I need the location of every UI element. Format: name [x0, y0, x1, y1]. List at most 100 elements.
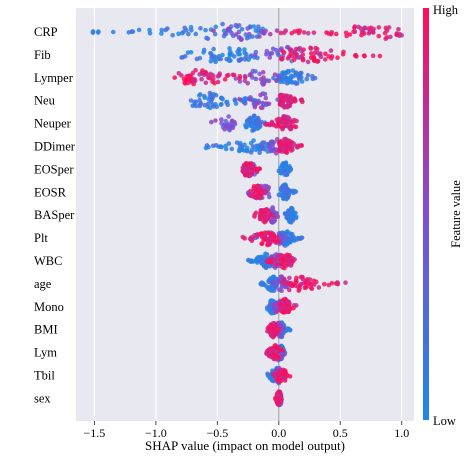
shap-point: [277, 169, 282, 174]
shap-point: [280, 100, 286, 106]
shap-point: [241, 165, 247, 170]
shap-point: [273, 352, 278, 358]
shap-point: [352, 24, 358, 29]
shap-point: [272, 328, 278, 334]
shap-point: [182, 25, 188, 31]
shap-point: [289, 73, 294, 79]
shap-point: [281, 262, 287, 267]
shap-point: [242, 101, 248, 106]
shap-point: [305, 59, 311, 65]
shap-point: [213, 92, 219, 98]
shap-point: [233, 22, 239, 28]
shap-point: [287, 253, 292, 259]
shap-point: [271, 219, 277, 224]
shap-point: [308, 55, 314, 61]
shap-point: [215, 74, 221, 79]
shap-point: [250, 121, 256, 126]
shap-point: [165, 26, 170, 31]
shap-point: [277, 379, 283, 384]
shap-point: [200, 68, 205, 73]
shap-point: [272, 239, 277, 244]
feature-label: Lym: [34, 346, 57, 360]
shap-point: [270, 205, 275, 210]
shap-point: [290, 258, 296, 264]
shap-point: [274, 257, 280, 262]
shap-point: [277, 139, 283, 145]
shap-point: [313, 45, 318, 51]
shap-point: [292, 188, 298, 194]
shap-point: [263, 265, 269, 271]
shap-point: [396, 26, 401, 32]
shap-point: [249, 147, 255, 153]
shap-point: [218, 56, 224, 62]
shap-point: [283, 164, 289, 170]
shap-point: [222, 77, 228, 82]
shap-point: [305, 30, 311, 36]
shap-point: [388, 34, 393, 40]
shap-point: [198, 25, 203, 31]
shap-point: [256, 100, 261, 105]
shap-point: [258, 76, 264, 82]
shap-point: [343, 280, 348, 285]
shap-point: [248, 140, 254, 146]
shap-point: [267, 143, 273, 149]
shap-point: [179, 73, 184, 78]
shap-point: [305, 72, 311, 78]
shap-point: [265, 307, 270, 312]
shap-point: [283, 136, 289, 142]
shap-point: [303, 285, 309, 290]
shap-point: [208, 58, 214, 64]
shap-point: [261, 237, 266, 243]
colorbar-high-label: High: [433, 3, 459, 17]
shap-point: [370, 53, 376, 59]
shap-point: [298, 235, 304, 241]
shap-point: [263, 95, 269, 101]
shap-point: [329, 280, 335, 286]
shap-point: [266, 286, 272, 292]
shap-point: [264, 349, 270, 354]
shap-point: [307, 281, 313, 286]
shap-point: [255, 194, 260, 200]
shap-point: [219, 95, 224, 101]
shap-point: [279, 92, 284, 98]
shap-point: [368, 28, 374, 33]
shap-point: [233, 76, 239, 81]
shap-point: [202, 95, 208, 101]
shap-point: [282, 265, 287, 271]
shap-point: [268, 259, 273, 265]
feature-label: age: [34, 277, 52, 291]
shap-point: [279, 120, 285, 126]
shap-point: [254, 189, 259, 195]
shap-point: [270, 231, 276, 236]
shap-point: [203, 27, 208, 33]
shap-point: [179, 30, 185, 36]
shap-point: [272, 302, 277, 307]
feature-label: Tbil: [34, 369, 55, 383]
feature-labels: CRP Fib Lymper Neu Neuper DDimer EOSper EOSR BAS…: [34, 25, 76, 405]
shap-point: [257, 214, 263, 219]
shap-point: [284, 93, 290, 99]
shap-point: [271, 306, 276, 312]
shap-point: [190, 103, 195, 108]
shap-point: [90, 30, 96, 36]
shap-point: [255, 115, 261, 121]
shap-point: [159, 27, 165, 33]
shap-point: [289, 30, 294, 36]
shap-point: [211, 104, 216, 109]
shap-point: [172, 75, 177, 80]
shap-point: [210, 95, 216, 100]
shap-point: [333, 31, 339, 37]
shap-point: [197, 102, 203, 107]
shap-point: [296, 288, 302, 293]
shap-point: [261, 81, 267, 86]
shap-point: [193, 31, 199, 37]
shap-point: [251, 113, 257, 119]
shap-point: [242, 57, 248, 62]
colorbar: High Low Feature value: [423, 3, 463, 428]
shap-point: [269, 148, 274, 153]
shap-point: [384, 35, 390, 40]
shap-point: [376, 25, 382, 30]
shap-point: [253, 166, 259, 172]
feature-label: CRP: [34, 25, 58, 39]
shap-point: [259, 241, 265, 247]
